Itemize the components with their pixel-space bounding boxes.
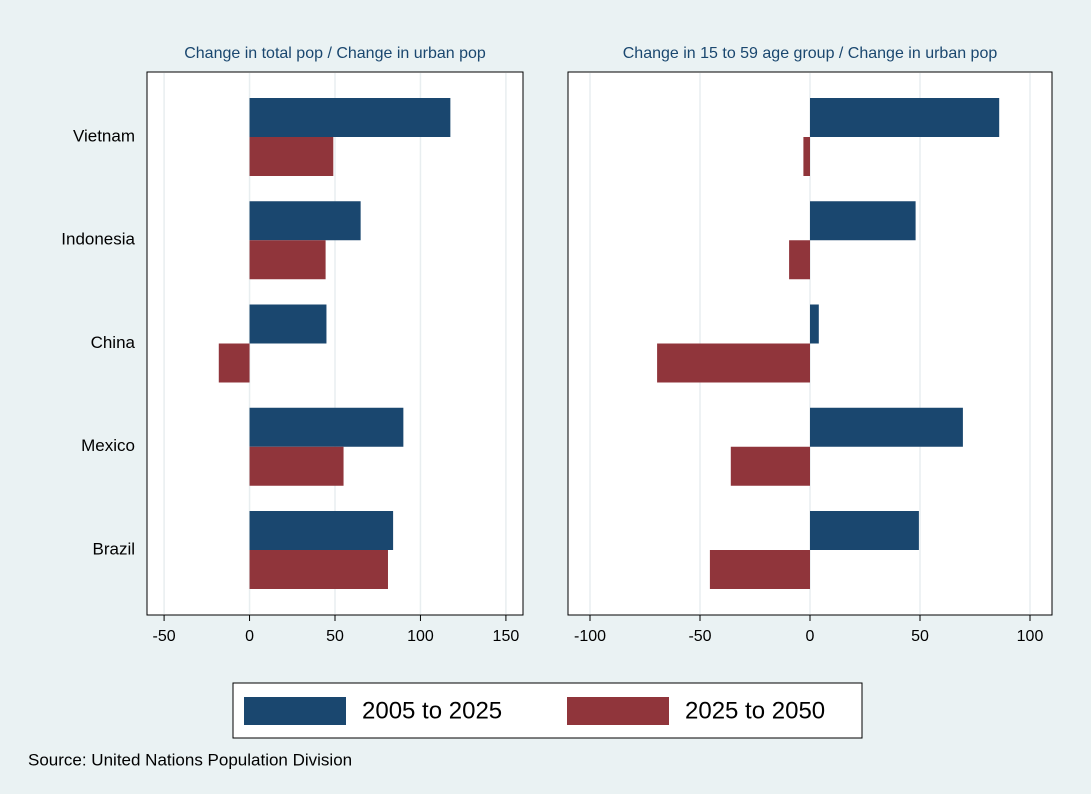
x-tick-label: 0: [806, 628, 815, 645]
bar: [709, 550, 810, 589]
legend-swatch: [567, 697, 669, 725]
y-tick-label: China: [91, 333, 136, 352]
bar: [249, 446, 344, 486]
bar: [249, 137, 334, 176]
bar: [810, 304, 819, 344]
bar: [249, 240, 326, 280]
x-tick-label: 50: [326, 628, 344, 645]
y-tick-label: Mexico: [81, 436, 135, 455]
x-tick-label: 50: [911, 628, 929, 645]
bar: [249, 201, 361, 241]
panel-title: Change in total pop / Change in urban po…: [184, 45, 486, 62]
y-tick-label: Vietnam: [73, 126, 135, 145]
bar: [657, 343, 810, 383]
bar: [249, 304, 327, 344]
y-tick-label: Brazil: [92, 539, 135, 558]
x-tick-label: 150: [493, 628, 520, 645]
bar: [810, 511, 919, 550]
x-tick-label: -50: [153, 628, 176, 645]
source-note: Source: United Nations Population Divisi…: [28, 750, 352, 769]
bar: [810, 201, 916, 241]
bar: [730, 446, 810, 486]
x-tick-label: 0: [245, 628, 254, 645]
legend-label: 2025 to 2050: [685, 697, 825, 724]
bar: [810, 98, 1000, 137]
bar: [218, 343, 250, 383]
bar: [803, 137, 810, 176]
bar: [249, 407, 404, 447]
x-tick-label: -50: [688, 628, 711, 645]
x-tick-label: -100: [574, 628, 606, 645]
bar: [789, 240, 810, 280]
bar: [249, 98, 451, 137]
bar: [810, 407, 963, 447]
x-tick-label: 100: [407, 628, 434, 645]
bar: [249, 511, 394, 550]
legend-label: 2005 to 2025: [362, 697, 502, 724]
panel-title: Change in 15 to 59 age group / Change in…: [623, 45, 998, 62]
x-tick-label: 100: [1017, 628, 1044, 645]
y-tick-label: Indonesia: [61, 230, 135, 249]
legend-swatch: [244, 697, 346, 725]
bar: [249, 550, 388, 589]
